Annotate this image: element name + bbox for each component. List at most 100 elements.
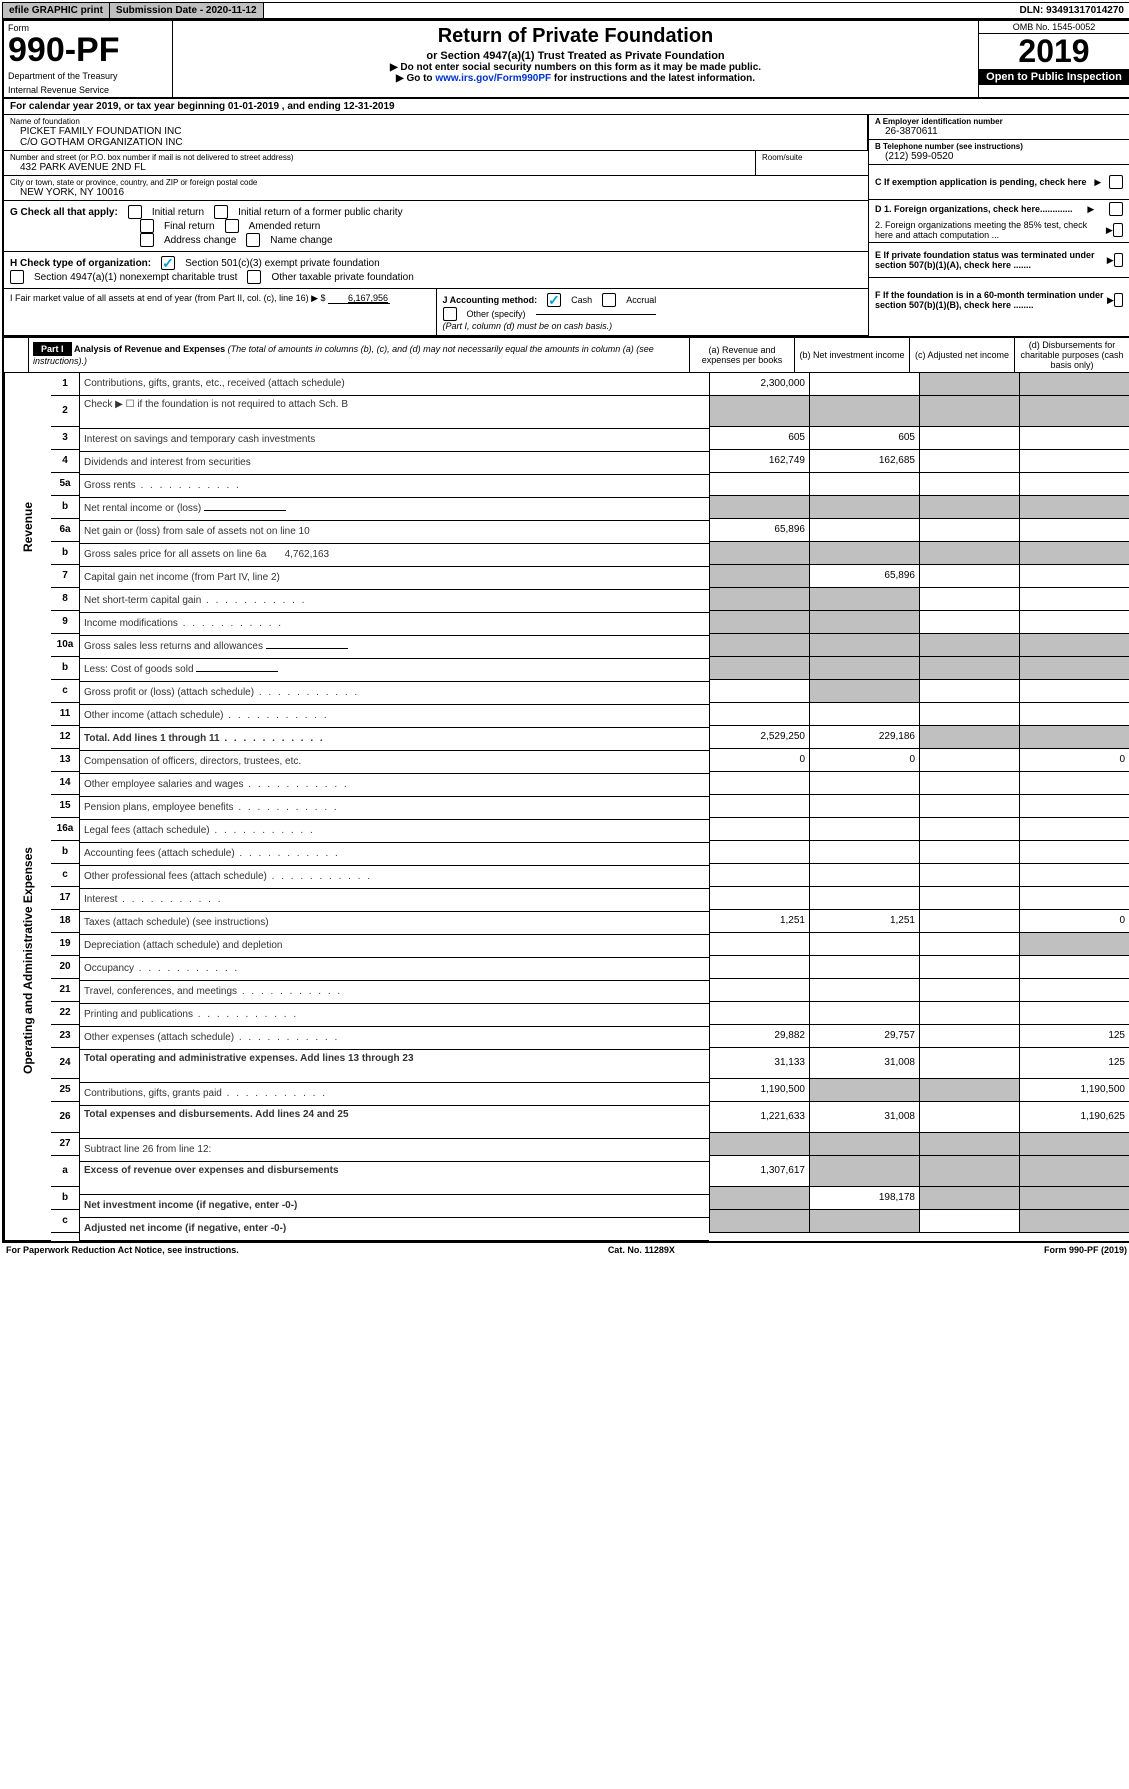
line-num-l10a: 10a (51, 634, 79, 657)
cell-l27b-b: 198,178 (809, 1187, 919, 1210)
line-desc-l24: Total operating and administrative expen… (80, 1050, 709, 1083)
line-desc-l27c: Adjusted net income (if negative, enter … (80, 1218, 709, 1241)
cell-l15-a (709, 795, 809, 818)
line-desc-l7: Capital gain net income (from Part IV, l… (80, 567, 709, 590)
checkbox-d1[interactable] (1109, 202, 1123, 216)
cell-l19-b (809, 933, 919, 956)
line-num-l26: 26 (51, 1102, 79, 1133)
cell-l18-c (919, 910, 1019, 933)
cell-l17-d (1019, 887, 1129, 910)
cell-l12-b: 229,186 (809, 726, 919, 749)
line-num-l20: 20 (51, 956, 79, 979)
line-num-l6a: 6a (51, 519, 79, 542)
line-num-l27b: b (51, 1187, 79, 1210)
cell-l27b-a (709, 1187, 809, 1210)
cell-l9-b (809, 611, 919, 634)
line-num-l9: 9 (51, 611, 79, 634)
checkbox-501c3[interactable] (161, 256, 175, 270)
ein-label: A Employer identification number (875, 117, 1123, 126)
line-num-l8: 8 (51, 588, 79, 611)
cell-l16a-c (919, 818, 1019, 841)
checkbox-c[interactable] (1109, 175, 1123, 189)
cell-l10a-d (1019, 634, 1129, 657)
cell-l1-c (919, 373, 1019, 396)
efile-button[interactable]: efile GRAPHIC print (3, 3, 110, 18)
line-desc-l23: Other expenses (attach schedule) (80, 1027, 709, 1050)
line-num-l6b: b (51, 542, 79, 565)
top-bar: efile GRAPHIC print Submission Date - 20… (2, 2, 1129, 19)
cell-l27a-b (809, 1156, 919, 1187)
cell-l10a-c (919, 634, 1019, 657)
cell-l6b-b (809, 542, 919, 565)
line-num-l13: 13 (51, 749, 79, 772)
cell-l4-a: 162,749 (709, 450, 809, 473)
cell-l17-b (809, 887, 919, 910)
line-num-l19: 19 (51, 933, 79, 956)
checkbox-cash[interactable] (547, 293, 561, 307)
form-subtitle: or Section 4947(a)(1) Trust Treated as P… (175, 50, 976, 62)
dln-label: DLN: 93491317014270 (1013, 3, 1129, 18)
checkbox-f[interactable] (1114, 293, 1123, 307)
cell-l10c-c (919, 680, 1019, 703)
info-grid: Name of foundation PICKET FAMILY FOUNDAT… (2, 115, 1129, 338)
cell-l13-b: 0 (809, 749, 919, 772)
checkbox-other-taxable[interactable] (247, 270, 261, 284)
cell-l26-c (919, 1102, 1019, 1133)
line-desc-l25: Contributions, gifts, grants paid (80, 1083, 709, 1106)
cell-l26-b: 31,008 (809, 1102, 919, 1133)
checkbox-accrual[interactable] (602, 293, 616, 307)
irs-link[interactable]: www.irs.gov/Form990PF (435, 73, 551, 84)
line-desc-l5b: Net rental income or (loss) (80, 498, 709, 521)
cell-l8-a (709, 588, 809, 611)
cell-l4-c (919, 450, 1019, 473)
cell-l25-b (809, 1079, 919, 1102)
checkbox-name-change[interactable] (246, 233, 260, 247)
line-desc-l12: Total. Add lines 1 through 11 (80, 728, 709, 751)
cell-l19-d (1019, 933, 1129, 956)
line-num-l10b: b (51, 657, 79, 680)
cell-l24-a: 31,133 (709, 1048, 809, 1079)
name-label: Name of foundation (10, 117, 861, 126)
cell-l5b-d (1019, 496, 1129, 519)
line-desc-l26: Total expenses and disbursements. Add li… (80, 1106, 709, 1139)
cell-l16b-b (809, 841, 919, 864)
line-num-l27: 27 (51, 1133, 79, 1156)
checkbox-initial-return[interactable] (128, 205, 142, 219)
cell-l6b-a (709, 542, 809, 565)
cell-l1-a: 2,300,000 (709, 373, 809, 396)
line-desc-l10a: Gross sales less returns and allowances (80, 636, 709, 659)
cell-l14-d (1019, 772, 1129, 795)
tax-year: 2019 (979, 34, 1129, 69)
cell-l5b-b (809, 496, 919, 519)
cell-l27-d (1019, 1133, 1129, 1156)
cell-l2-d (1019, 396, 1129, 427)
line-num-l18: 18 (51, 910, 79, 933)
cell-l18-b: 1,251 (809, 910, 919, 933)
checkbox-address-change[interactable] (140, 233, 154, 247)
line-num-l25: 25 (51, 1079, 79, 1102)
section-g: G Check all that apply: Initial return I… (4, 201, 868, 252)
cell-l13-d: 0 (1019, 749, 1129, 772)
checkbox-amended-return[interactable] (225, 219, 239, 233)
cell-l12-d (1019, 726, 1129, 749)
submission-button[interactable]: Submission Date - 2020-11-12 (110, 3, 264, 18)
col-b-header: (b) Net investment income (794, 338, 909, 372)
cell-l6a-d (1019, 519, 1129, 542)
cell-l7-d (1019, 565, 1129, 588)
cell-l6a-c (919, 519, 1019, 542)
cell-l27a-a: 1,307,617 (709, 1156, 809, 1187)
checkbox-final-return[interactable] (140, 219, 154, 233)
cell-l23-d: 125 (1019, 1025, 1129, 1048)
checkbox-other-method[interactable] (443, 307, 457, 321)
line-desc-l6a: Net gain or (loss) from sale of assets n… (80, 521, 709, 544)
form-ref: Form 990-PF (2019) (1044, 1245, 1127, 1255)
checkbox-initial-former[interactable] (214, 205, 228, 219)
checkbox-4947[interactable] (10, 270, 24, 284)
cell-l9-a (709, 611, 809, 634)
cell-l26-d: 1,190,625 (1019, 1102, 1129, 1133)
checkbox-e[interactable] (1114, 253, 1123, 267)
d2-label: 2. Foreign organizations meeting the 85%… (875, 220, 1106, 240)
cell-l10c-a (709, 680, 809, 703)
cell-l6a-b (809, 519, 919, 542)
checkbox-d2[interactable] (1113, 223, 1123, 237)
